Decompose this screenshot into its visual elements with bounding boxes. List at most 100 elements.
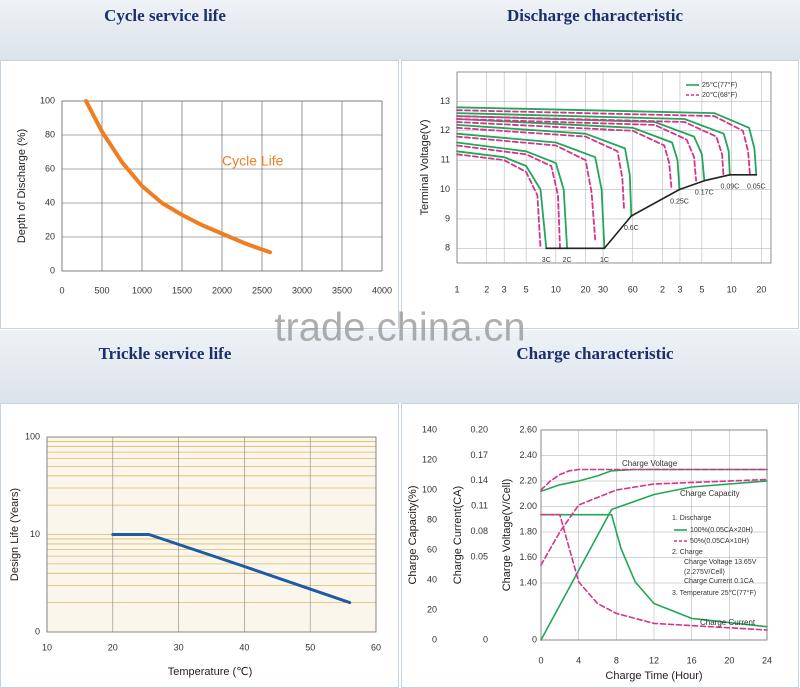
x-tick-label: 500 [94, 285, 109, 295]
panel [401, 60, 799, 329]
curve [540, 513, 768, 628]
y-tick-label: 0.20 [470, 424, 488, 434]
y-tick-label: 1.60 [519, 552, 537, 562]
curve-label: 0.17C [695, 190, 714, 197]
y-tick-label: 0 [532, 634, 537, 644]
y-tick-label: 0.05 [470, 551, 488, 561]
note: 1. Discharge [672, 515, 711, 522]
x-tick-label: 16 [687, 655, 697, 665]
watermark: trade.china.cn [274, 306, 525, 350]
y-tick-label: 0.17 [470, 450, 488, 460]
y-tick-label: 12 [440, 125, 450, 135]
x-tick-label: 50 [305, 642, 315, 652]
curve [540, 478, 768, 566]
x-tick-label: 24 [762, 655, 772, 665]
y-tick-label: 0 [35, 626, 40, 636]
note: (2.275V/Cell) [684, 569, 725, 576]
y-tick-label: 80 [45, 129, 55, 139]
curve-label: Charge Voltage [622, 459, 678, 468]
end-voltage-curve [545, 174, 758, 250]
y-tick-label: 2.40 [519, 450, 537, 460]
y-tick-label: 2.20 [519, 475, 537, 485]
x-tick-label: 60 [371, 642, 381, 652]
y-tick-label: 11 [441, 155, 450, 165]
x-tick-label: 3000 [292, 285, 312, 295]
y-tick-label: 0 [50, 265, 55, 275]
x-tick-label: 5 [524, 284, 529, 294]
y-tick-label: 140 [422, 424, 437, 434]
series-line [84, 99, 272, 255]
curve-label: 2C [563, 257, 572, 264]
y-tick-label: 100 [25, 431, 40, 441]
header-band [0, 0, 800, 60]
x-tick-label: 0 [59, 285, 64, 295]
y-tick-label: 0 [483, 634, 488, 644]
note: 2. Charge [672, 549, 703, 556]
curve-label: 0.05C [747, 184, 766, 191]
plot-frame [61, 100, 383, 272]
plot-frame [456, 71, 772, 264]
curve [456, 126, 625, 211]
curve [456, 153, 542, 250]
curve [456, 112, 731, 176]
y-tick-label: 10 [440, 184, 450, 194]
curve-label: Charge Current [700, 618, 756, 627]
y-axis-label: Design Life (Years) [9, 488, 21, 581]
y-tick-label: 8 [445, 243, 450, 253]
curve [456, 135, 597, 241]
curve-label: 1C [600, 257, 609, 264]
x-tick-label: 3 [502, 284, 507, 294]
y-axis-label: Charge Current(CA) [452, 486, 464, 584]
legend-label: 50%(0.05CA×10H) [690, 538, 749, 545]
y-tick-label: 0 [432, 634, 437, 644]
curve [540, 513, 768, 631]
x-tick-label: 4000 [372, 285, 392, 295]
y-tick-label: 20 [427, 604, 437, 614]
x-tick-label: 4 [576, 655, 581, 665]
y-tick-label: 10 [30, 529, 40, 539]
y-tick-label: 20 [45, 231, 55, 241]
y-tick-label: 1.40 [519, 577, 537, 587]
series-line [111, 533, 352, 605]
plot-frame [46, 436, 377, 633]
x-tick-label: 0 [538, 655, 543, 665]
x-tick-label: 30 [598, 284, 608, 294]
panel [0, 60, 399, 329]
x-tick-label: 20 [724, 655, 734, 665]
curve [540, 480, 768, 641]
y-tick-label: 0.08 [470, 526, 488, 536]
y-tick-label: 60 [427, 544, 437, 554]
x-tick-label: 60 [628, 284, 638, 294]
curve [456, 132, 606, 250]
y-tick-label: 0.11 [471, 501, 488, 511]
x-tick-label: 3500 [332, 285, 352, 295]
curve [456, 106, 758, 176]
y-tick-label: 1.80 [519, 526, 537, 536]
x-tick-label: 20 [108, 642, 118, 652]
curve-label: 0.6C [624, 225, 639, 232]
y-axis-label: Depth of Discharge (%) [16, 129, 28, 243]
x-axis-label: Temperature (℃) [168, 666, 253, 678]
x-tick-label: 1000 [132, 285, 152, 295]
y-tick-label: 40 [45, 197, 55, 207]
y-tick-label: 2.00 [519, 501, 537, 511]
curve [456, 115, 725, 176]
y-tick-label: 60 [45, 163, 55, 173]
x-tick-label: 40 [239, 642, 249, 652]
curve-label: 3C [542, 257, 551, 264]
y-tick-label: 80 [427, 514, 437, 524]
x-axis-label: Charge Time (Hour) [605, 670, 702, 682]
note: 3. Temperature 25℃(77°F) [672, 589, 756, 597]
chart-title: Trickle service life [99, 344, 232, 363]
plot-frame [540, 429, 768, 641]
x-tick-label: 8 [614, 655, 619, 665]
middle-band [0, 330, 800, 403]
curve [456, 118, 697, 182]
chart-title: Cycle service life [104, 6, 226, 25]
curve [456, 118, 681, 191]
curve [456, 121, 673, 191]
x-tick-label: 2 [484, 284, 489, 294]
curve [456, 124, 633, 217]
x-tick-label: 10 [551, 284, 561, 294]
